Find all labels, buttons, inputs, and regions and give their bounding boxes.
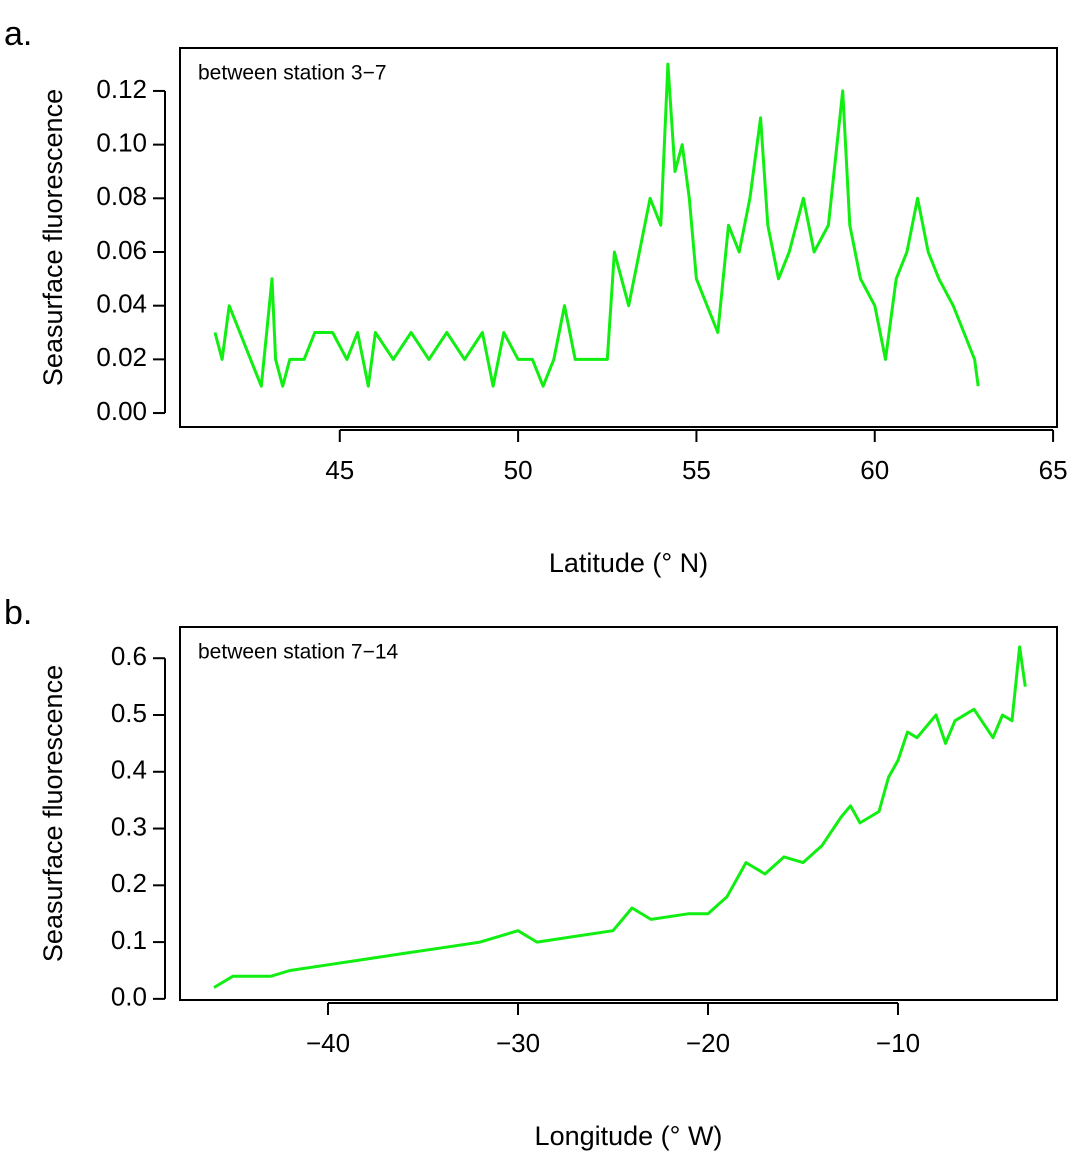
y-tick-label: 0.00 [96,396,147,426]
y-tick-label: 0.4 [111,755,147,785]
x-axis-title: Longitude (° W) [535,1121,723,1151]
x-tick-label: −40 [306,1028,350,1058]
annotation: between station 7−14 [198,641,399,664]
y-tick-label: 0.08 [96,181,147,211]
y-axis-title: Seasurface fluorescence [38,665,68,962]
annotation: between station 3−7 [198,62,387,85]
y-tick-label: 0.04 [96,289,147,319]
panel-label: b. [4,594,32,632]
y-tick-label: 0.3 [111,811,147,841]
y-tick-label: 0.12 [96,74,147,104]
data-line [213,62,980,388]
y-tick-label: 0.6 [111,641,147,671]
y-tick-label: 0.1 [111,925,147,955]
y-tick-label: 0.5 [111,698,147,728]
y-tick-label: 0.06 [96,235,147,265]
y-tick-label: 0.0 [111,982,147,1012]
x-tick-label: 60 [860,455,889,485]
data-line [213,645,1027,989]
x-tick-label: 45 [325,455,354,485]
y-axis-title: Seasurface fluorescence [38,89,68,386]
x-tick-label: −10 [876,1028,920,1058]
x-tick-label: −30 [496,1028,540,1058]
panel-label: a. [4,15,32,53]
y-tick-label: 0.02 [96,342,147,372]
x-tick-label: 55 [682,455,711,485]
x-tick-label: −20 [686,1028,730,1058]
x-tick-label: 65 [1039,455,1068,485]
y-tick-label: 0.2 [111,868,147,898]
x-tick-label: 50 [504,455,533,485]
x-axis-title: Latitude (° N) [549,548,708,578]
plot-frame [179,47,1058,428]
y-tick-label: 0.10 [96,128,147,158]
plot-frame [179,626,1058,1001]
